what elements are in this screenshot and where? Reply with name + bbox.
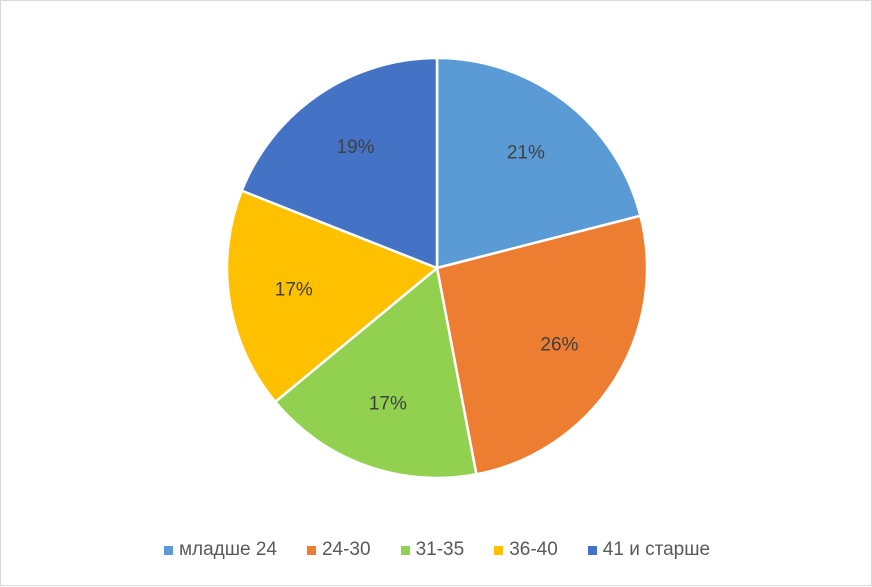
legend-item-4: 41 и старше [587, 539, 711, 561]
data-label-4: 19% [336, 137, 374, 158]
legend-item-2: 31-35 [400, 539, 465, 561]
legend-item-3: 36-40 [494, 539, 558, 561]
pie-slice-4 [240, 56, 439, 270]
data-label-3: 17% [275, 280, 313, 301]
legend-swatch [306, 545, 316, 555]
legend-label: 36-40 [509, 539, 558, 560]
pie-slice-2 [273, 265, 478, 480]
legend-swatch [587, 545, 597, 555]
pie-slice-0 [435, 56, 642, 270]
data-label-1: 26% [540, 335, 578, 356]
legend: младше 24 24-30 31-35 36-40 41 и старше [1, 539, 872, 561]
legend-label: 31-35 [415, 539, 465, 560]
legend-swatch [400, 545, 410, 555]
legend-label: 41 и старше [602, 539, 711, 560]
legend-swatch [494, 545, 504, 555]
legend-item-0: младше 24 [163, 539, 277, 561]
legend-swatch [163, 545, 173, 555]
pie-data-labels: 21% 26% 17% 17% 19% [275, 137, 579, 414]
data-label-2: 17% [369, 393, 407, 414]
legend-label: 24-30 [321, 539, 371, 560]
legend-item-1: 24-30 [306, 539, 371, 561]
legend-label: младше 24 [178, 539, 277, 560]
pie-slice-1 [435, 214, 649, 476]
pie-slice-3 [225, 189, 440, 404]
pie-slices [225, 56, 649, 480]
data-label-0: 21% [507, 142, 545, 163]
